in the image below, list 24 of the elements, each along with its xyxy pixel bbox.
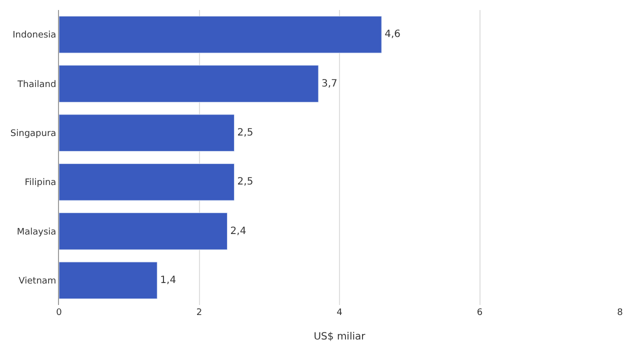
y-tick-label: Indonesia [12,30,56,41]
y-tick-label: Malaysia [16,227,56,238]
x-axis-title: US$ miliar [314,332,366,342]
x-tick-label: 4 [336,308,343,318]
bar [59,262,158,300]
y-tick-label: Vietnam [18,276,56,287]
y-tick-label: Filipina [24,178,56,188]
bar [59,163,235,201]
x-tick-label: 6 [476,308,483,318]
data-label: 4,6 [384,29,400,40]
data-label: 2,5 [237,127,254,138]
bar [59,16,382,54]
data-label: 1,4 [160,274,176,286]
data-label: 2,5 [237,176,254,188]
y-tick-label: Thailand [16,80,56,90]
bar [59,114,235,152]
bar [59,65,319,102]
x-tick-label: 2 [196,308,202,318]
x-tick-label: 0 [56,308,62,318]
x-tick-label: 8 [617,308,624,318]
data-label: 2,4 [230,226,246,237]
data-label: 3,7 [321,78,338,90]
bar [59,212,228,250]
y-tick-label: Singapura [10,129,56,140]
